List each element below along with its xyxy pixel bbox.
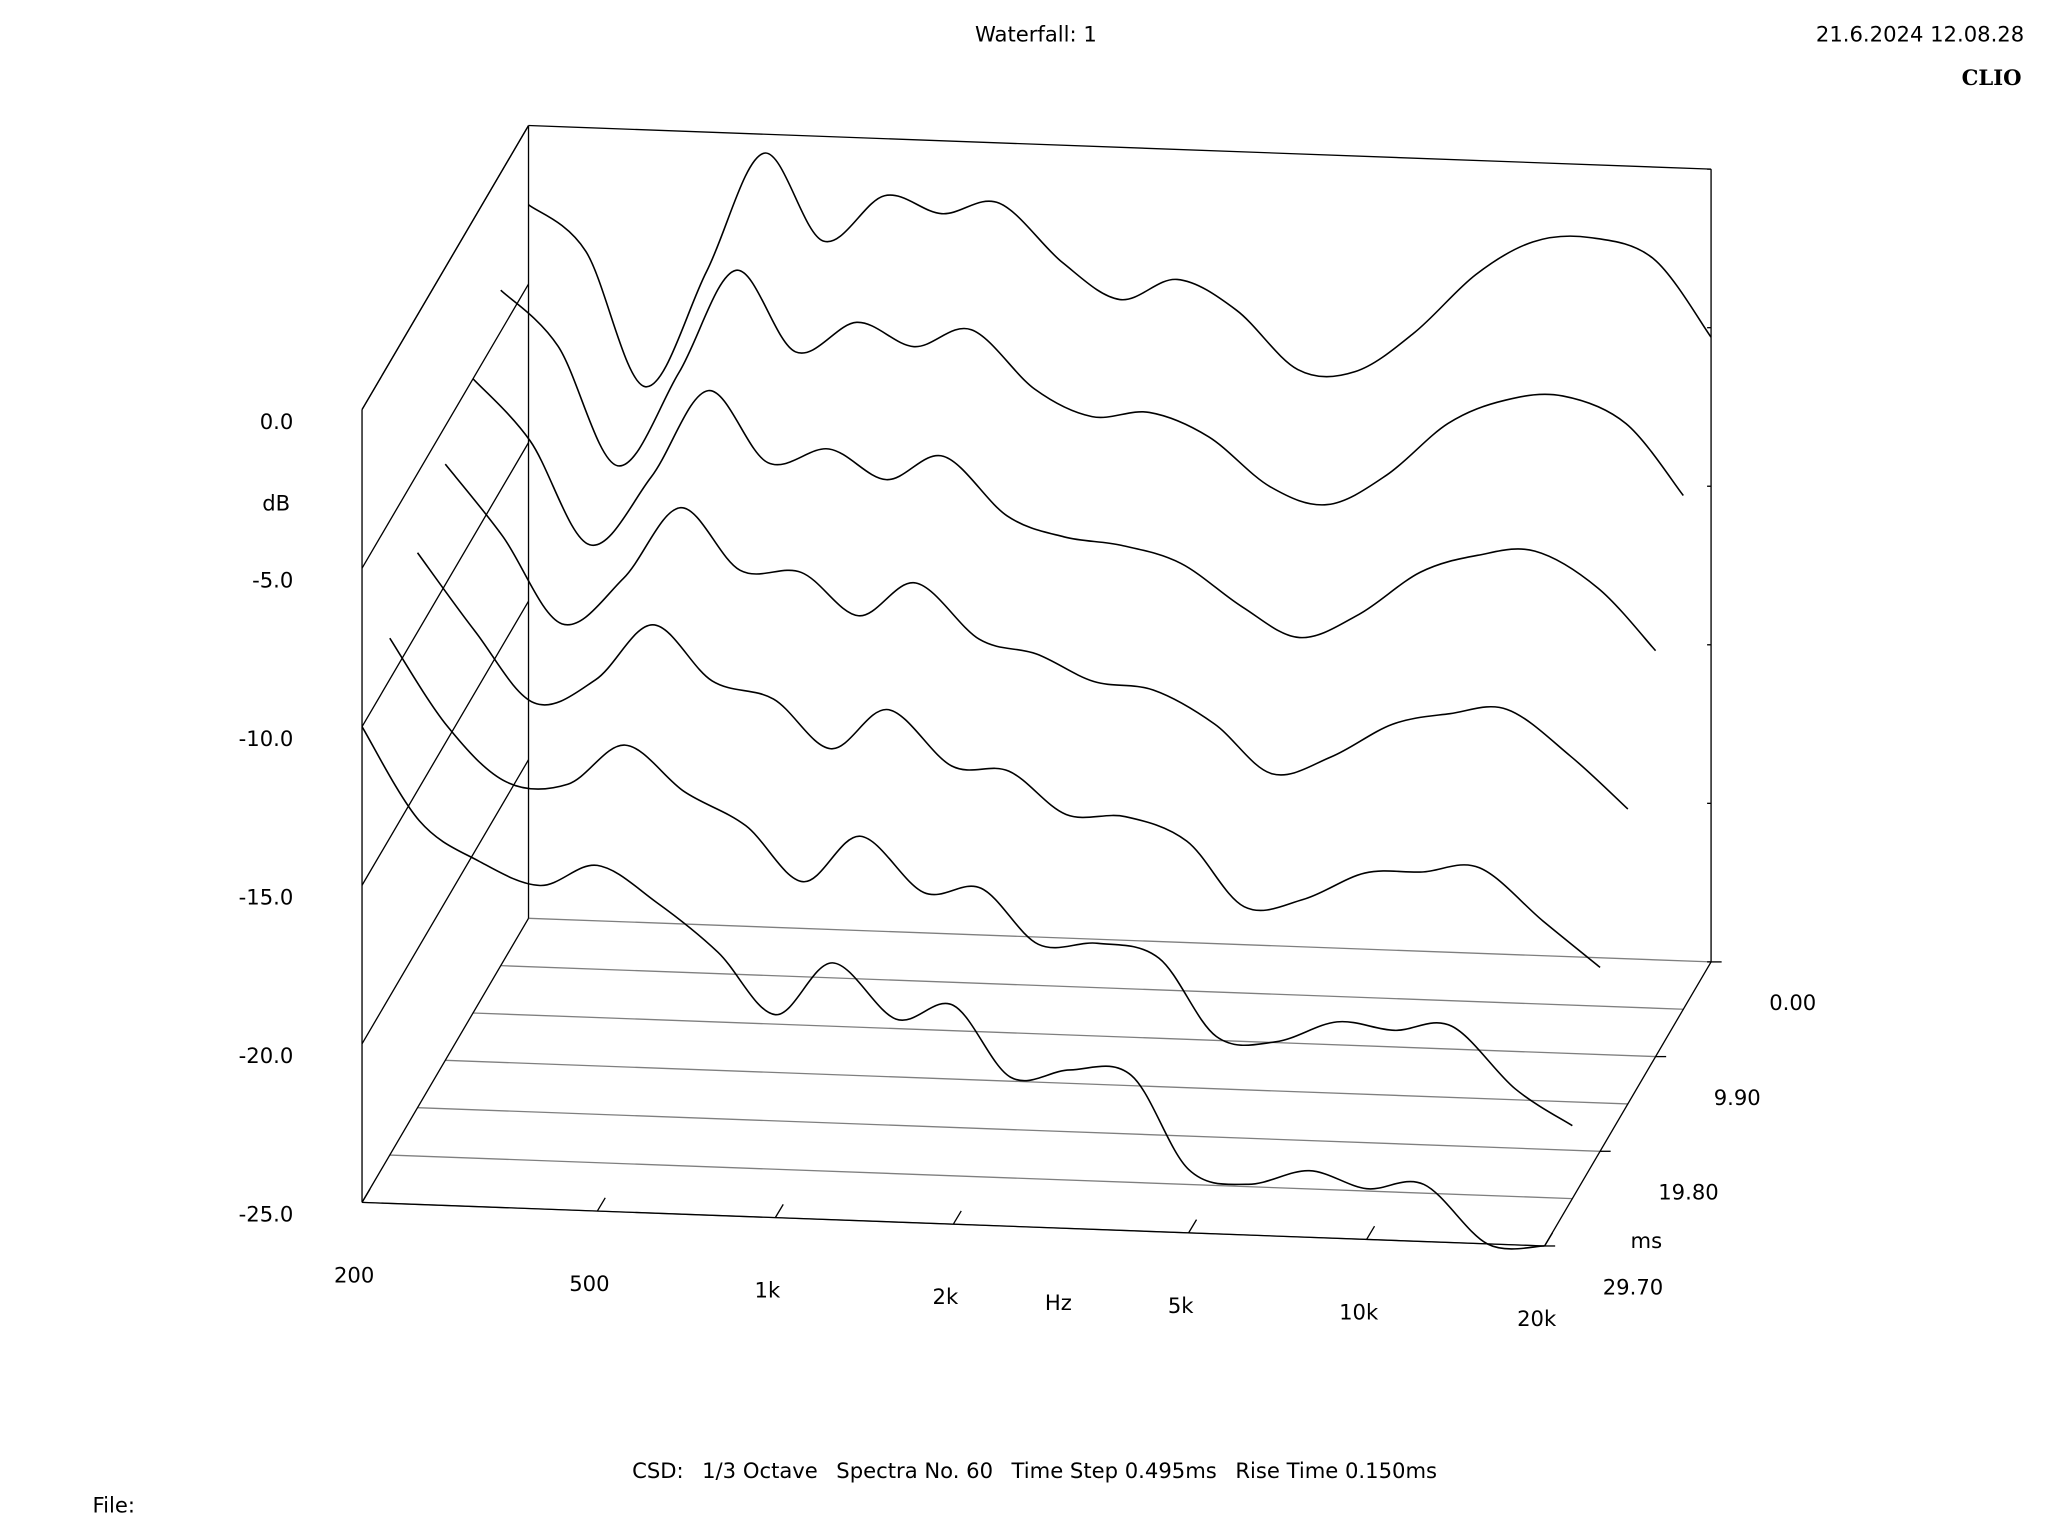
footer: CSD: 1/3 Octave Spectra No. 60 Time Step 0.… bbox=[632, 1458, 1437, 1483]
y-tick-label: -5.0 bbox=[252, 567, 293, 592]
x-tick-label: 10k bbox=[1339, 1299, 1379, 1324]
tick-mark bbox=[596, 1197, 606, 1212]
timestamp: 21.6.2024 12.08.28 bbox=[1816, 22, 2024, 47]
grid-line bbox=[361, 600, 530, 886]
spectrum-slice bbox=[500, 269, 1684, 506]
spectrum-slice bbox=[416, 552, 1601, 968]
slice-base bbox=[528, 917, 1712, 963]
footer-item: CSD: bbox=[632, 1458, 684, 1483]
slice-base bbox=[445, 1059, 1628, 1105]
grid-line bbox=[361, 442, 530, 728]
footer-item: Spectra No. 60 bbox=[836, 1458, 993, 1483]
slice-base bbox=[472, 1012, 1656, 1058]
z-tick-label: 0.00 bbox=[1769, 990, 1816, 1015]
brand: CLIO bbox=[1962, 65, 2022, 90]
footer-item: Time Step 0.495ms bbox=[1011, 1458, 1217, 1483]
x-tick-label: 200 bbox=[334, 1262, 374, 1287]
x-tick-label: 5k bbox=[1168, 1293, 1194, 1318]
tick-mark bbox=[1366, 1225, 1376, 1240]
grid-line bbox=[361, 125, 530, 410]
y-tick-label: -10.0 bbox=[239, 726, 294, 751]
slice-base bbox=[389, 1154, 1573, 1200]
x-tick-label: 1k bbox=[755, 1278, 781, 1303]
tick-mark bbox=[1544, 1232, 1554, 1247]
spectrum-slice bbox=[528, 152, 1712, 388]
grid-line bbox=[361, 283, 530, 569]
axis-line bbox=[528, 124, 1712, 170]
y-tick-label: 0.0 bbox=[260, 409, 294, 434]
spectrum-slice bbox=[444, 463, 1629, 810]
slice-base bbox=[500, 964, 1684, 1010]
footer-item: 1/3 Octave bbox=[702, 1458, 818, 1483]
footer-item: Rise Time 0.150ms bbox=[1235, 1458, 1437, 1483]
footer-text: CSD: 1/3 Octave Spectra No. 60 Time Step 0.… bbox=[632, 1458, 1437, 1483]
y-tick-label: -15.0 bbox=[239, 884, 294, 909]
tick-mark bbox=[774, 1204, 784, 1218]
tick-mark bbox=[1188, 1219, 1198, 1234]
z-axis-label: ms bbox=[1631, 1228, 1663, 1253]
z-tick-label: 9.90 bbox=[1714, 1085, 1761, 1110]
x-tick-label: 20k bbox=[1517, 1306, 1557, 1331]
x-axis-label: Hz bbox=[1045, 1290, 1072, 1315]
file-label: File: bbox=[92, 1492, 134, 1517]
grid-line bbox=[361, 759, 530, 1045]
slice-base bbox=[417, 1107, 1601, 1152]
x-tick-label: 2k bbox=[933, 1284, 959, 1309]
y-tick-label: -20.0 bbox=[239, 1043, 294, 1068]
spectrum-slice bbox=[389, 637, 1573, 1127]
slice-base bbox=[362, 1201, 1545, 1247]
z-tick-label: 29.70 bbox=[1603, 1274, 1663, 1299]
spectrum-slice bbox=[472, 378, 1657, 652]
spectrum-slice bbox=[361, 726, 1545, 1250]
chart-title: Waterfall: 1 bbox=[975, 22, 1097, 47]
y-axis-label: dB bbox=[262, 491, 290, 516]
tick-mark bbox=[952, 1210, 962, 1225]
y-tick-label: -25.0 bbox=[239, 1202, 294, 1227]
z-tick-label: 19.80 bbox=[1658, 1180, 1718, 1205]
x-tick-label: 500 bbox=[569, 1271, 609, 1296]
tick-mark bbox=[361, 1188, 371, 1203]
